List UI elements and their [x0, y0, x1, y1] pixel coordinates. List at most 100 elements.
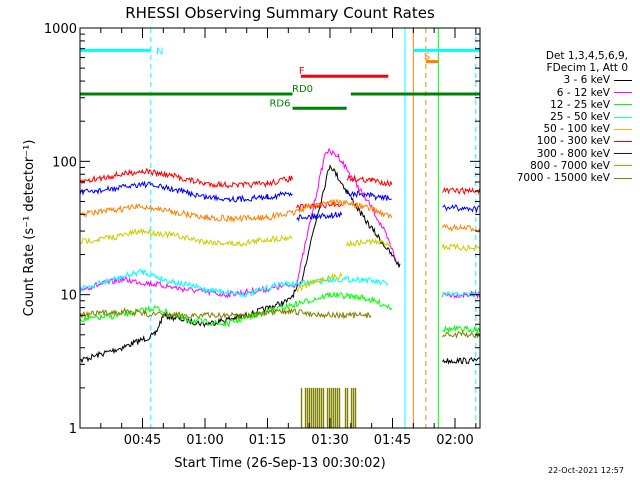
legend-header-line-2: FDecim 1, Att 0 — [546, 62, 628, 75]
saa-bar — [300, 387, 303, 428]
series-300to800keV-keV — [79, 180, 480, 222]
x-tick-label: 01:00 — [186, 433, 223, 448]
y-axis-label: Count Rate (s⁻¹ detector⁻¹) — [22, 140, 37, 317]
series-line-segment — [346, 189, 392, 202]
series-50to100keV-keV — [79, 227, 480, 293]
series-line-segment — [79, 180, 293, 203]
series-line-segment — [442, 324, 480, 334]
legend-swatch — [614, 153, 632, 155]
series-line-segment — [442, 290, 480, 299]
saa-bar — [320, 387, 323, 428]
legend-entry-label: 800 - 7000 keV — [530, 159, 610, 172]
legend-entry-label: 100 - 300 keV — [536, 135, 610, 148]
legend-entry: 12 - 25 keV — [482, 99, 634, 111]
flag-label-N: N — [156, 46, 163, 57]
saa-bar — [352, 387, 355, 428]
x-axis-label: Start Time (26-Sep-13 00:30:02) — [174, 456, 385, 471]
saa-bar — [310, 387, 313, 428]
x-tick-label: 01:30 — [311, 433, 348, 448]
series-800to7000keV-keV — [79, 198, 480, 233]
series-line-segment — [442, 242, 480, 252]
saa-bar — [314, 387, 317, 428]
saa-bar — [308, 387, 311, 428]
saa-bar — [304, 387, 307, 428]
series-line-segment — [296, 210, 343, 222]
legend-entry-label: 3 - 6 keV — [563, 74, 610, 87]
flag-label-RD6: RD6 — [269, 98, 290, 109]
series-line-segment — [79, 307, 372, 320]
legend-entry-label: 300 - 800 keV — [536, 147, 610, 160]
saa-bar — [318, 387, 321, 428]
series-line-segment — [346, 237, 392, 247]
series-line-segment — [79, 167, 293, 189]
saa-bar — [354, 387, 357, 428]
series-line-segment — [79, 198, 393, 224]
legend-swatch — [614, 128, 632, 130]
series-line-segment — [79, 227, 293, 247]
y-tick-label: 1 — [69, 422, 77, 437]
legend-swatch — [614, 80, 632, 81]
legend-entry: 6 - 12 keV — [482, 87, 634, 99]
series-line-segment — [79, 290, 393, 328]
saa-bar — [306, 387, 309, 428]
series-line-segment — [346, 174, 393, 187]
legend-entries: 3 - 6 keV 6 - 12 keV 12 - 25 keV 25 - 50 ke… — [482, 74, 634, 184]
plot-frame — [79, 27, 481, 429]
x-tick-label: 01:15 — [249, 433, 286, 448]
legend-header-line-1: Det 1,3,4,5,6,9, — [545, 50, 628, 62]
chart-title: RHESSI Observing Summary Count Rates — [125, 4, 435, 22]
flag-label-RD0: RD0 — [292, 84, 313, 95]
series-line-segment — [442, 186, 480, 196]
saa-bar — [330, 387, 333, 428]
y-tick-label: 10 — [60, 289, 77, 304]
series-line-segment — [442, 356, 480, 365]
series-line-segment — [79, 164, 401, 364]
x-tick-label: 00:45 — [124, 433, 161, 448]
legend-entry-label: 50 - 100 keV — [543, 123, 610, 136]
y-tick-label: 100 — [52, 155, 77, 170]
legend-swatch — [614, 116, 632, 118]
legend-swatch — [614, 92, 632, 94]
saa-bar — [338, 387, 341, 428]
saa-bar — [328, 387, 331, 428]
legend-entry-label: 6 - 12 keV — [556, 86, 610, 99]
legend-swatch — [614, 165, 632, 167]
series-100to300keV-keV — [79, 167, 480, 212]
saa-bar — [336, 387, 339, 428]
legend: Det 1,3,4,5,6,9, FDecim 1, Att 0 3 - 6 k… — [482, 50, 634, 184]
saa-bar — [312, 387, 315, 428]
legend-swatch — [614, 177, 632, 179]
legend-entry: 7000 - 15000 keV — [482, 172, 634, 184]
legend-swatch — [614, 104, 632, 106]
saa-bar — [344, 387, 347, 428]
x-tick-label: 01:45 — [374, 433, 411, 448]
legend-entry: 25 - 50 keV — [482, 111, 634, 123]
series-6to12keV-keV — [79, 147, 480, 299]
series-line-segment — [79, 268, 389, 298]
saa-bar — [316, 387, 319, 428]
series-line-segment — [79, 147, 397, 299]
legend-entry: 100 - 300 keV — [482, 135, 634, 147]
saa-bar — [346, 387, 349, 428]
saa-bar — [322, 387, 325, 428]
series-line-segment — [296, 271, 343, 293]
legend-entry-label: 7000 - 15000 keV — [516, 172, 610, 185]
series-line-segment — [442, 290, 480, 299]
series-line-segment — [442, 223, 480, 233]
x-tick-label: 02:00 — [436, 433, 473, 448]
series-line-segment — [442, 204, 480, 214]
y-tick-label: 1000 — [44, 22, 77, 37]
series-line-segment — [442, 330, 480, 340]
saa-bar — [326, 387, 329, 428]
flag-label-F: F — [299, 66, 305, 77]
series-7000to15000keV-keV — [79, 307, 480, 340]
legend-entry: 800 - 7000 keV — [482, 160, 634, 172]
legend-entry: 3 - 6 keV — [482, 74, 634, 86]
legend-entry-label: 12 - 25 keV — [550, 98, 610, 111]
legend-swatch — [614, 141, 632, 143]
legend-entry: 300 - 800 keV — [482, 148, 634, 160]
flag-label-S: S — [424, 52, 430, 63]
timestamp: 22-Oct-2021 12:57 — [548, 466, 624, 475]
